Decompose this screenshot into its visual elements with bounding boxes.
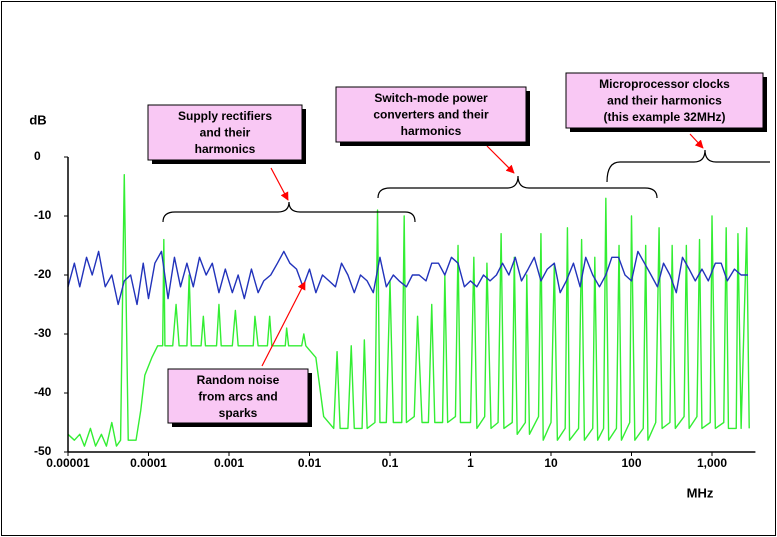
data-line — [67, 250, 748, 306]
y-tick-label: -30 — [34, 326, 52, 340]
note-text: sparks — [219, 406, 258, 420]
y-tick-label: -10 — [34, 208, 52, 222]
x-tick-label: 0.1 — [382, 456, 399, 470]
x-tick-label: 0.001 — [214, 456, 244, 470]
note-box — [335, 86, 527, 143]
brace — [606, 149, 770, 183]
note-text: from arcs and — [198, 390, 277, 404]
arrow — [261, 281, 306, 367]
y-tick-label: -20 — [34, 267, 52, 281]
y-tick-label: 0 — [34, 149, 41, 163]
note-text: harmonics — [401, 124, 462, 138]
y-tick-label: -50 — [34, 444, 52, 458]
x-tick-label: 1,000 — [697, 456, 727, 470]
brace — [377, 175, 658, 199]
note-text: Random noise — [197, 373, 280, 387]
note-text: Supply rectifiers — [178, 109, 272, 123]
data-line — [67, 174, 750, 447]
note-text: Microprocessor clocks — [599, 77, 730, 91]
note-box — [147, 104, 303, 161]
x-tick-label: 10 — [544, 456, 558, 470]
y-tick-label: -40 — [34, 385, 52, 399]
arrows — [261, 133, 704, 367]
x-tick-label: 0.01 — [298, 456, 322, 470]
x-tick-label: 0.00001 — [46, 456, 90, 470]
arrow — [689, 133, 704, 149]
note-text: harmonics — [195, 142, 256, 156]
plot-area: 0 -10 -20 -30 -40 -500.00001 0.0001 0.001 0.01 0.… — [34, 149, 756, 470]
note-text: and their harmonics — [607, 94, 722, 108]
annotations: Supply rectifiers and their harmonics Switc… — [147, 72, 767, 427]
y-axis-label: dB — [29, 112, 46, 127]
note-text: (this example 32MHz) — [603, 110, 725, 124]
braces — [162, 149, 770, 223]
brace — [162, 201, 416, 223]
note-text: Switch-mode power — [374, 91, 488, 105]
note-box — [167, 368, 309, 424]
x-tick-label: 1 — [467, 456, 474, 470]
x-tick-label: 0.0001 — [130, 456, 167, 470]
x-axis-label: MHz — [687, 485, 714, 500]
note-text: and their — [200, 126, 251, 140]
arrow — [486, 145, 515, 174]
x-tick-label: 100 — [621, 456, 641, 470]
note-box — [565, 72, 764, 129]
note-text: converters and their — [373, 108, 489, 122]
arrow — [270, 167, 289, 201]
